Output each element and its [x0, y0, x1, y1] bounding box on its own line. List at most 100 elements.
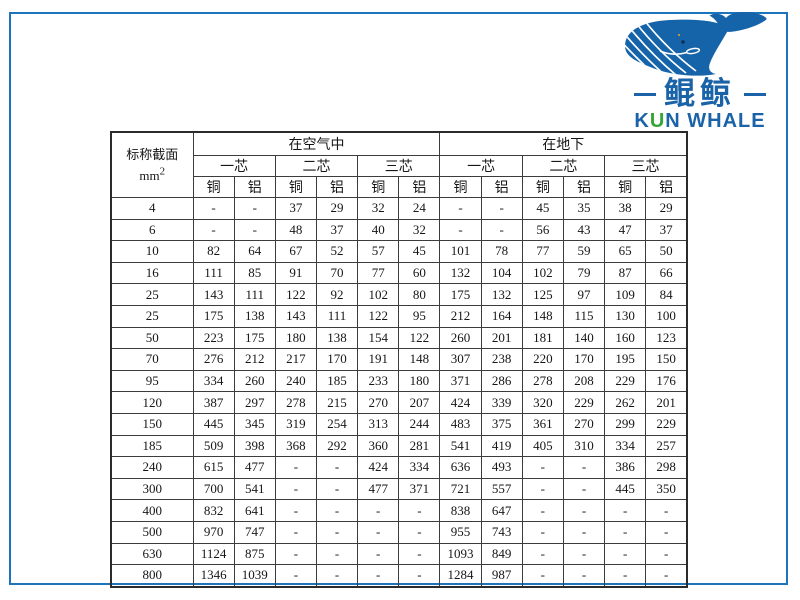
value-cell: -	[233, 218, 276, 242]
table-row: 240 615 477 - - 424 334 636 493 - - 386 …	[110, 456, 688, 479]
value-cell: 557	[480, 477, 523, 501]
value-cell: 278	[274, 391, 317, 414]
value-cell: 78	[480, 240, 523, 263]
value-cell: 201	[645, 391, 688, 414]
value-cell: 721	[439, 477, 482, 501]
table-row: 4 - - 37 29 32 24 - - 45 35 38 29	[110, 197, 688, 220]
value-cell: 154	[357, 326, 400, 350]
value-cell: 398	[233, 434, 276, 458]
value-cell: 87	[604, 261, 647, 285]
value-cell: -	[315, 499, 359, 522]
value-cell: 361	[521, 412, 564, 436]
value-cell: 122	[357, 304, 400, 328]
value-cell: -	[562, 477, 606, 501]
row-size-cell: 300	[110, 477, 194, 501]
value-cell: 207	[398, 391, 441, 414]
value-cell: 1346	[192, 564, 235, 588]
value-cell: 955	[439, 520, 482, 544]
value-cell: 24	[398, 197, 441, 220]
value-cell: -	[645, 520, 688, 544]
value-cell: 541	[233, 477, 276, 501]
value-cell: 483	[439, 412, 482, 436]
corner-header-unit: mm2	[139, 165, 166, 183]
value-cell: 111	[315, 304, 359, 328]
logo-cn-line: 鲲鲸	[634, 78, 766, 110]
row-size-cell: 4	[110, 197, 194, 220]
value-cell: 641	[233, 499, 276, 522]
value-cell: 313	[357, 412, 400, 436]
value-cell: 387	[192, 391, 235, 414]
value-cell: 122	[398, 326, 441, 350]
table-row: 70 276 212 217 170 191 148 307 238 220 1…	[110, 348, 688, 371]
table-row: 25 175 138 143 111 122 95 212 164 148 11…	[110, 304, 688, 328]
value-cell: 281	[398, 434, 441, 458]
corner-header-cell: 标称截面 mm2	[110, 131, 194, 198]
value-cell: 175	[233, 326, 276, 350]
core-header: 一芯	[439, 155, 523, 177]
value-cell: 138	[233, 304, 276, 328]
value-cell: 148	[521, 304, 564, 328]
value-cell: 477	[233, 456, 276, 479]
ampacity-table: 标称截面 mm2 在空气中 在地下 一芯 二芯 三芯 一芯 二芯 三芯 铜 铝 …	[110, 131, 688, 588]
value-cell: -	[604, 499, 647, 522]
row-size-cell: 150	[110, 412, 194, 436]
value-cell: 125	[521, 283, 564, 306]
value-cell: 92	[315, 283, 359, 306]
value-cell: 85	[233, 261, 276, 285]
value-cell: -	[274, 477, 317, 501]
value-cell: 270	[357, 391, 400, 414]
value-cell: 29	[645, 197, 688, 220]
value-cell: -	[398, 499, 441, 522]
core-header: 二芯	[274, 155, 359, 177]
value-cell: 405	[521, 434, 564, 458]
value-cell: -	[233, 197, 276, 220]
value-cell: 360	[357, 434, 400, 458]
value-cell: 35	[562, 197, 606, 220]
value-cell: 123	[645, 326, 688, 350]
value-cell: 91	[274, 261, 317, 285]
value-cell: 80	[398, 283, 441, 306]
value-cell: -	[645, 564, 688, 588]
value-cell: 40	[357, 218, 400, 242]
value-cell: 1039	[233, 564, 276, 588]
value-cell: 875	[233, 542, 276, 566]
value-cell: -	[645, 542, 688, 566]
value-cell: 143	[192, 283, 235, 306]
row-size-cell: 6	[110, 218, 194, 242]
value-cell: 109	[604, 283, 647, 306]
value-cell: 138	[315, 326, 359, 350]
value-cell: 175	[439, 283, 482, 306]
material-header: 铝	[480, 176, 523, 198]
table-body: 4 - - 37 29 32 24 - - 45 35 38 29 6 - - …	[110, 197, 688, 588]
value-cell: 334	[604, 434, 647, 458]
value-cell: 270	[562, 412, 606, 436]
material-header: 铝	[233, 176, 276, 198]
value-cell: 66	[645, 261, 688, 285]
table-row: 185 509 398 368 292 360 281 541 419 405 …	[110, 434, 688, 458]
value-cell: 276	[192, 348, 235, 371]
row-size-cell: 10	[110, 240, 194, 263]
value-cell: 45	[398, 240, 441, 263]
value-cell: 319	[274, 412, 317, 436]
value-cell: 212	[233, 348, 276, 371]
value-cell: 334	[192, 369, 235, 393]
material-header: 铝	[645, 176, 688, 198]
value-cell: 229	[604, 369, 647, 393]
value-cell: 987	[480, 564, 523, 588]
value-cell: -	[315, 477, 359, 501]
value-cell: 647	[480, 499, 523, 522]
value-cell: -	[398, 564, 441, 588]
value-cell: -	[357, 499, 400, 522]
logo-name-cn: 鲲鲸	[664, 76, 736, 111]
value-cell: 45	[521, 197, 564, 220]
value-cell: 260	[233, 369, 276, 393]
value-cell: 56	[521, 218, 564, 242]
row-size-cell: 50	[110, 326, 194, 350]
value-cell: -	[562, 520, 606, 544]
value-cell: 32	[398, 218, 441, 242]
value-cell: 350	[645, 477, 688, 501]
value-cell: 260	[439, 326, 482, 350]
core-header: 一芯	[192, 155, 276, 177]
value-cell: 229	[645, 412, 688, 436]
value-cell: 148	[398, 348, 441, 371]
